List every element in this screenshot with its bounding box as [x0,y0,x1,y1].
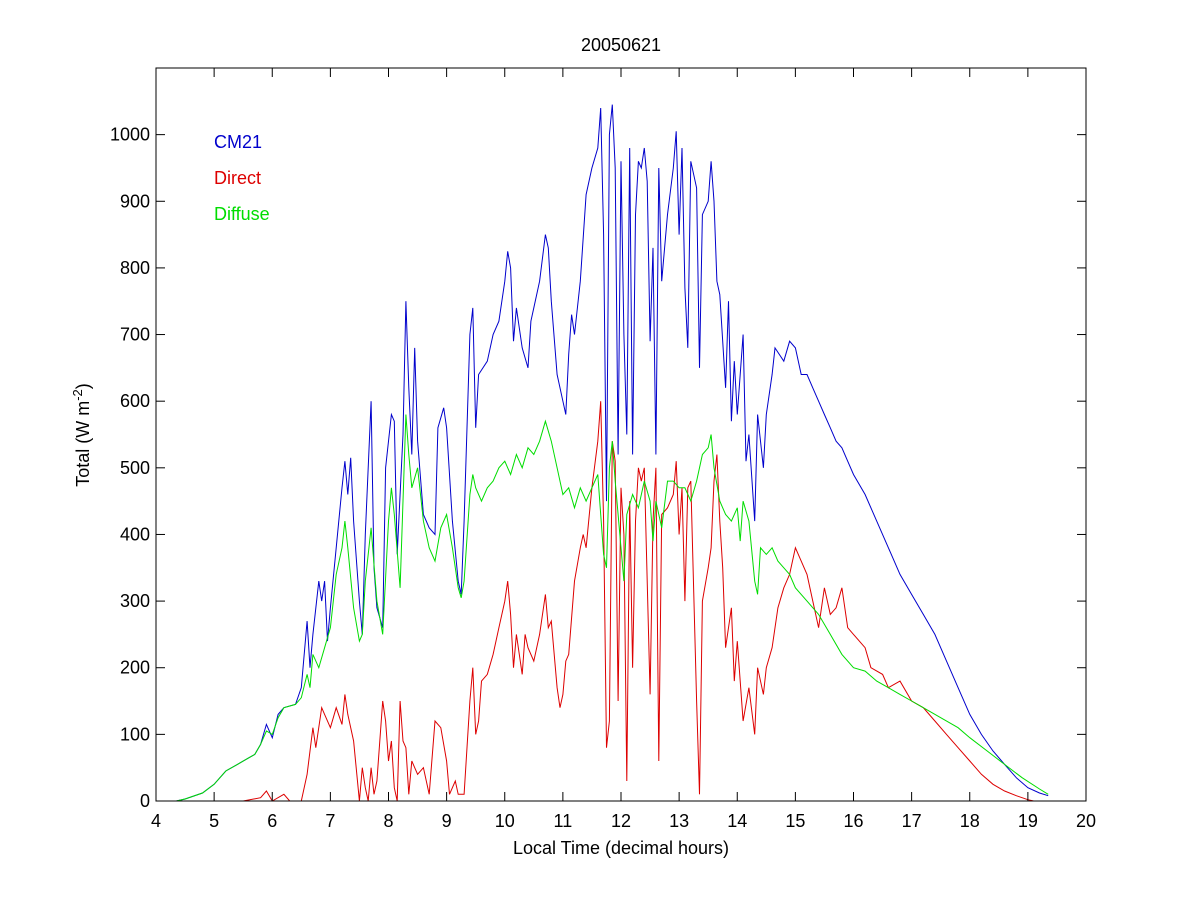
y-tick-label: 100 [120,724,150,744]
x-tick-label: 12 [611,811,631,831]
y-tick-label: 500 [120,458,150,478]
x-tick-label: 5 [209,811,219,831]
y-tick-label: 200 [120,658,150,678]
x-tick-label: 15 [785,811,805,831]
legend: CM21 Direct Diffuse [214,132,270,224]
x-tick-label: 20 [1076,811,1096,831]
series-line-diffuse [176,414,1049,802]
x-tick-label: 9 [442,811,452,831]
y-tick-label: 600 [120,391,150,411]
x-axis-label: Local Time (decimal hours) [513,838,729,858]
legend-entry-diffuse: Diffuse [214,204,270,224]
y-tick-label: 1000 [110,125,150,145]
y-tick-label: 900 [120,191,150,211]
y-axis-label-main: Total (W m [73,401,93,487]
y-tick-label: 800 [120,258,150,278]
series-layer [176,104,1049,802]
legend-entry-direct: Direct [214,168,261,188]
chart-title: 20050621 [581,35,661,55]
y-axis-label-sup: -2 [70,389,85,401]
y-tick-label: 400 [120,524,150,544]
series-line-cm21 [176,104,1049,802]
x-tick-label: 18 [960,811,980,831]
x-tick-label: 6 [267,811,277,831]
x-tick-label: 7 [325,811,335,831]
y-tick-label: 300 [120,591,150,611]
y-axis-label-end: ) [73,383,93,389]
series-line-direct [202,401,1034,802]
ticks-layer: 4 5 6 7 8 9 10 11 12 13 14 15 16 17 18 19 20010020030040… [110,68,1096,831]
y-tick-label: 700 [120,325,150,345]
x-tick-label: 19 [1018,811,1038,831]
x-tick-label: 4 [151,811,161,831]
x-tick-label: 11 [554,811,573,831]
legend-entry-cm21: CM21 [214,132,262,152]
x-tick-label: 10 [495,811,515,831]
x-tick-label: 16 [843,811,863,831]
x-tick-label: 8 [383,811,393,831]
y-tick-label: 0 [140,791,150,811]
y-axis-label: Total (W m-2) [70,383,93,487]
x-tick-label: 17 [902,811,922,831]
x-tick-label: 13 [669,811,689,831]
x-tick-label: 14 [727,811,747,831]
